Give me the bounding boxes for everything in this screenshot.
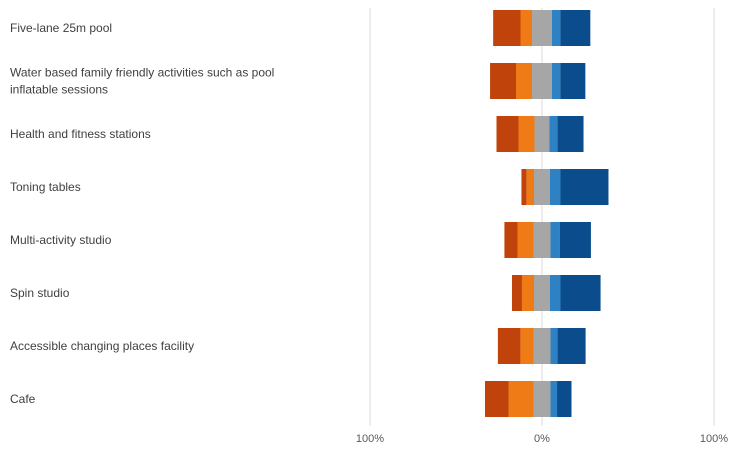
category-label: Spin studio — [10, 286, 70, 300]
category-label: Water based family friendly activities s… — [10, 66, 274, 97]
bar-segment — [557, 328, 586, 364]
category-label: Health and fitness stations — [10, 127, 151, 141]
category-labels: Five-lane 25m pool Water based family fri… — [10, 21, 274, 406]
bar-segment — [560, 275, 601, 311]
bar-segment — [549, 275, 561, 311]
bar-segment — [549, 116, 558, 152]
bar-segment — [534, 275, 550, 311]
bar-segment — [504, 222, 518, 258]
bar-segment — [497, 328, 521, 364]
bar-segment — [560, 10, 591, 46]
bar-segment — [532, 10, 552, 46]
bar-segment — [533, 328, 551, 364]
bar-segment — [534, 169, 550, 205]
bar-segment — [533, 381, 551, 417]
x-tick-label: 0% — [534, 433, 550, 445]
bar-segment — [518, 116, 535, 152]
bar-segment — [550, 381, 558, 417]
bar-segment — [532, 63, 552, 99]
bar-segment — [511, 275, 522, 311]
bar-segment — [493, 10, 521, 46]
bar-segment — [550, 222, 560, 258]
bar-segment — [533, 222, 551, 258]
bar-segment — [516, 63, 533, 99]
category-label: Multi-activity studio — [10, 233, 112, 247]
bar-segment — [560, 63, 586, 99]
x-tick-label: 100% — [356, 433, 384, 445]
bar-segment — [490, 63, 517, 99]
bar-segment — [559, 222, 591, 258]
bar-segment — [526, 169, 535, 205]
bar-segment — [551, 10, 561, 46]
category-label: Cafe — [10, 392, 36, 406]
bar-segment — [549, 169, 561, 205]
bar-segment — [520, 10, 533, 46]
bar-segment — [557, 381, 572, 417]
bar-segment — [551, 63, 561, 99]
bar-segment — [534, 116, 550, 152]
x-tick-label: 100% — [700, 433, 728, 445]
bar-segment — [521, 169, 527, 205]
x-axis-ticks: 100% 0% 100% — [356, 433, 728, 445]
bar-segment — [557, 116, 584, 152]
category-label: Five-lane 25m pool — [10, 21, 112, 35]
bar-segment — [550, 328, 558, 364]
bar-segment — [484, 381, 509, 417]
bar-segment — [517, 222, 534, 258]
bars — [484, 10, 609, 417]
category-label: Accessible changing places facility — [10, 339, 194, 353]
category-label: Toning tables — [10, 180, 81, 194]
bar-segment — [508, 381, 534, 417]
bar-segment — [496, 116, 519, 152]
bar-segment — [560, 169, 609, 205]
bar-segment — [520, 328, 534, 364]
bar-segment — [521, 275, 535, 311]
